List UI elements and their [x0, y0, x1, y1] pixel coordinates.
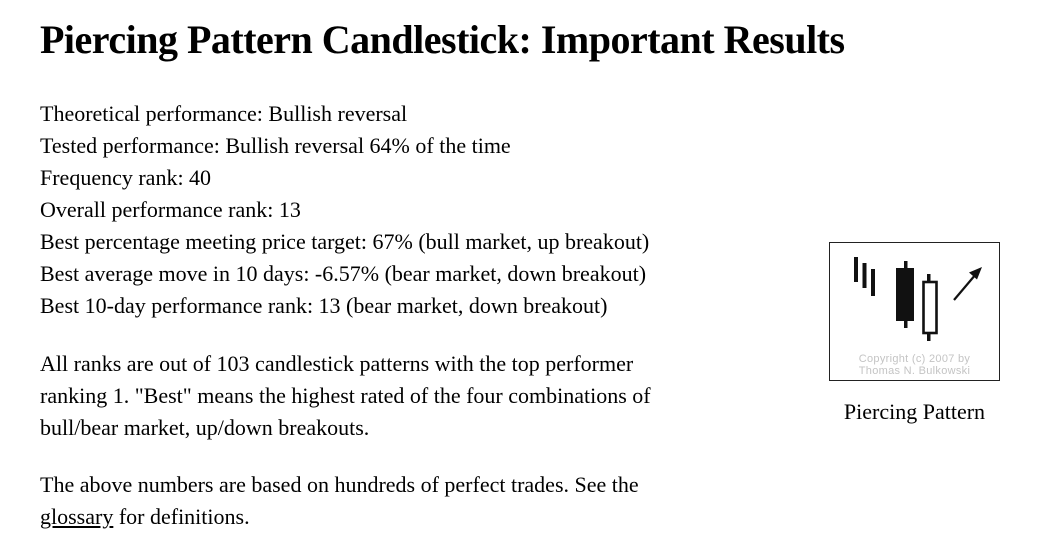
page-title: Piercing Pattern Candlestick: Important …	[40, 17, 845, 62]
ranks-note-line: All ranks are out of 103 candlestick pat…	[40, 351, 634, 376]
pattern-figure: Copyright (c) 2007 by Thomas N. Bulkowsk…	[829, 242, 1000, 424]
stat-line-best-10day-rank: Best 10-day performance rank: 13 (bear m…	[40, 293, 608, 318]
stat-line-theoretical: Theoretical performance: Bullish reversa…	[40, 101, 408, 126]
glossary-note-line: The above numbers are based on hundreds …	[40, 472, 639, 497]
piercing-pattern-image: Copyright (c) 2007 by Thomas N. Bulkowsk…	[829, 242, 1000, 381]
copyright-text: Copyright (c) 2007 by Thomas N. Bulkowsk…	[830, 353, 999, 377]
downtrend-ticks-icon	[854, 257, 875, 296]
glossary-link[interactable]: glossary	[40, 504, 114, 529]
ranks-note-line: bull/bear market, up/down breakouts.	[40, 415, 370, 440]
stats-block: Theoretical performance: Bullish reversa…	[40, 98, 649, 322]
copyright-line: Copyright (c) 2007 by	[858, 353, 971, 365]
white-candle-icon	[922, 274, 938, 341]
copyright-line: Thomas N. Bulkowski	[858, 365, 971, 377]
stat-line-frequency-rank: Frequency rank: 40	[40, 165, 212, 190]
stat-line-best-percentage: Best percentage meeting price target: 67…	[40, 229, 650, 254]
candlestick-drawing	[854, 257, 982, 341]
stat-line-overall-rank: Overall performance rank: 13	[40, 197, 301, 222]
glossary-note-rest: for definitions.	[113, 504, 250, 529]
stat-line-best-average-move: Best average move in 10 days: -6.57% (be…	[40, 261, 647, 286]
glossary-note-line: glossary for definitions.	[40, 501, 639, 533]
figure-caption: Piercing Pattern	[843, 399, 986, 424]
up-arrow-icon	[953, 267, 982, 301]
ranks-note-paragraph: All ranks are out of 103 candlestick pat…	[40, 348, 651, 444]
glossary-note-paragraph: The above numbers are based on hundreds …	[40, 469, 639, 533]
stat-line-tested: Tested performance: Bullish reversal 64%…	[40, 133, 511, 158]
ranks-note-line: ranking 1. "Best" means the highest rate…	[40, 383, 651, 408]
black-candle-icon	[896, 261, 914, 328]
